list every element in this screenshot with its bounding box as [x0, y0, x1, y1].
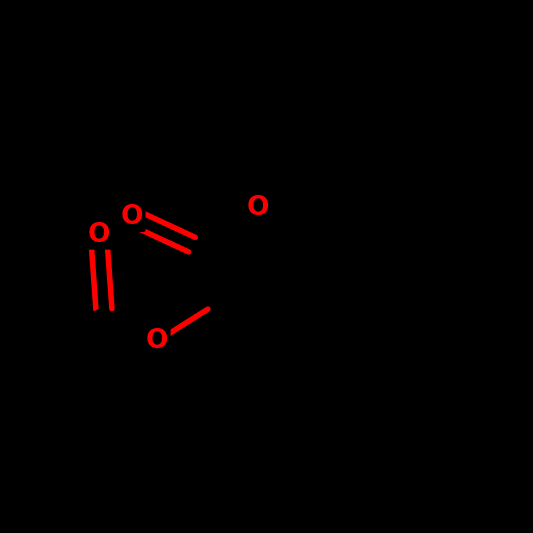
- Text: O: O: [121, 204, 143, 230]
- Text: O: O: [247, 195, 269, 221]
- Text: O: O: [146, 328, 168, 354]
- Text: O: O: [87, 222, 110, 247]
